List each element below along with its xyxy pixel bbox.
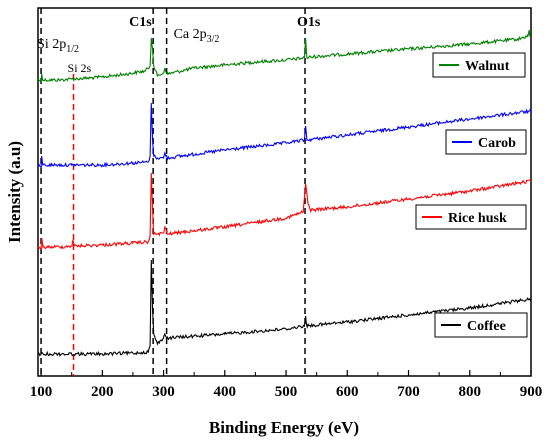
legend-layer: Walnut Carob Rice husk Coffee	[415, 52, 528, 338]
annotation-label: O1s	[297, 15, 321, 30]
x-tick-label: 900	[520, 384, 543, 400]
annotation-label: C1s	[129, 15, 152, 30]
annotation-labels: Si 2p1/2 Si 2s C1s Ca 2p3/2 O1s	[37, 15, 321, 75]
annotation-label: Ca 2p3/2	[174, 27, 220, 45]
x-tick-label: 500	[275, 384, 298, 400]
x-tick-label: 700	[397, 384, 420, 400]
x-axis-title: Binding Energy (eV)	[209, 418, 359, 437]
x-tick-label: 800	[459, 384, 482, 400]
legend-item: Rice husk	[415, 204, 527, 230]
legend-label: Coffee	[467, 319, 506, 334]
x-tick-label: 200	[91, 384, 114, 400]
x-tick-label: 100	[30, 384, 53, 400]
legend-label: Rice husk	[448, 211, 507, 226]
legend-label: Walnut	[465, 59, 510, 74]
x-axis: 100 200 300 400 500 600 700 800 900	[30, 370, 542, 400]
legend-item: Walnut	[432, 52, 526, 78]
plot-frame	[37, 7, 532, 377]
series-line-walnut	[37, 29, 532, 83]
x-tick-label: 300	[152, 384, 175, 400]
annotation-label: Si 2p1/2	[37, 37, 79, 55]
series-layer	[37, 29, 532, 357]
annotation-label: Si 2s	[68, 61, 92, 75]
series-line-rice-husk	[37, 172, 532, 251]
x-tick-label: 400	[214, 384, 237, 400]
x-tick-label: 600	[336, 384, 359, 400]
legend-item: Carob	[445, 129, 527, 155]
legend-item: Coffee	[434, 312, 528, 338]
legend-label: Carob	[478, 136, 516, 151]
y-axis-title: Intensity (a.u)	[5, 141, 24, 243]
series-line-coffee	[37, 259, 532, 357]
series-line-carob	[37, 102, 532, 169]
